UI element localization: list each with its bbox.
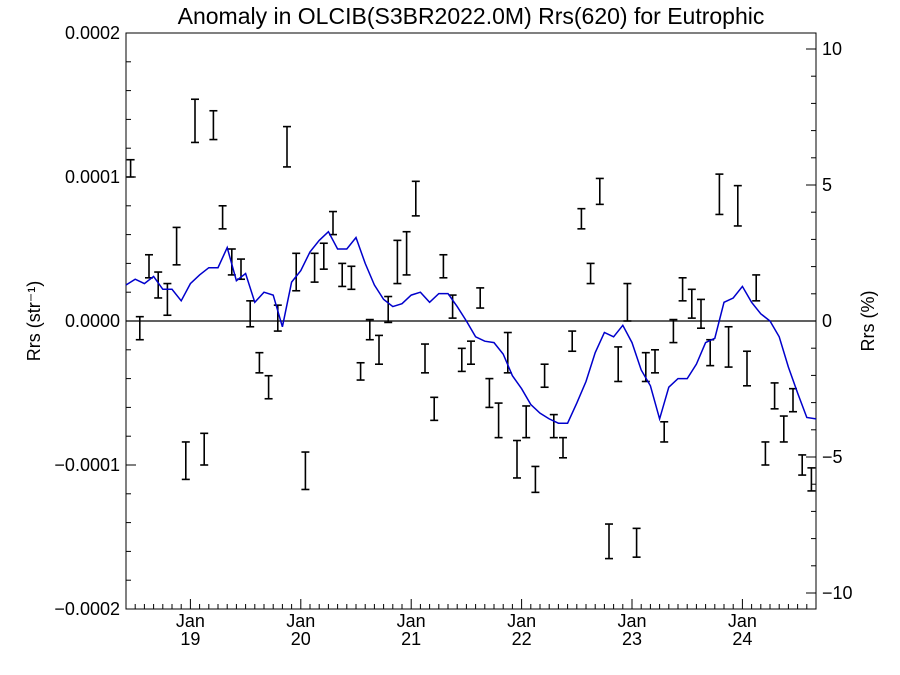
x-tick-label-year: 21 bbox=[401, 629, 421, 649]
y-axis-left-label: Rrs (str⁻¹) bbox=[24, 281, 44, 361]
plot-area: 0.0002 0.0001 0.0000 −0.0001 −0.0002 10 5 0 −5 −1… bbox=[54, 23, 852, 649]
y-left-tick-label: 0.0001 bbox=[65, 167, 120, 187]
y-right-tick-label: 5 bbox=[822, 175, 832, 195]
y-right-tick-label: −5 bbox=[822, 447, 843, 467]
x-tick-label-month: Jan bbox=[728, 611, 757, 631]
y-left-tick-label: 0.0000 bbox=[65, 311, 120, 331]
x-tick-label-year: 24 bbox=[732, 629, 752, 649]
x-tick-label-month: Jan bbox=[286, 611, 315, 631]
series-line bbox=[125, 230, 817, 424]
y-left-tick-label: 0.0002 bbox=[65, 23, 120, 43]
chart-title: Anomaly in OLCIB(S3BR2022.0M) Rrs(620) f… bbox=[178, 3, 765, 29]
x-tick-label-year: 20 bbox=[291, 629, 311, 649]
x-tick-label-month: Jan bbox=[617, 611, 646, 631]
y-right-tick-label: 10 bbox=[822, 39, 842, 59]
x-tick-label-month: Jan bbox=[176, 611, 205, 631]
y-left-tick-label: −0.0002 bbox=[54, 599, 120, 619]
x-tick-label-month: Jan bbox=[397, 611, 426, 631]
x-tick-label-year: 23 bbox=[622, 629, 642, 649]
x-tick-label-year: 19 bbox=[180, 629, 200, 649]
y-right-tick-label: 0 bbox=[822, 311, 832, 331]
x-tick-label-year: 22 bbox=[512, 629, 532, 649]
y-axis-right-label: Rrs (%) bbox=[858, 291, 878, 352]
x-tick-label-month: Jan bbox=[507, 611, 536, 631]
y-right-tick-label: −10 bbox=[822, 583, 853, 603]
y-left-tick-label: −0.0001 bbox=[54, 455, 120, 475]
